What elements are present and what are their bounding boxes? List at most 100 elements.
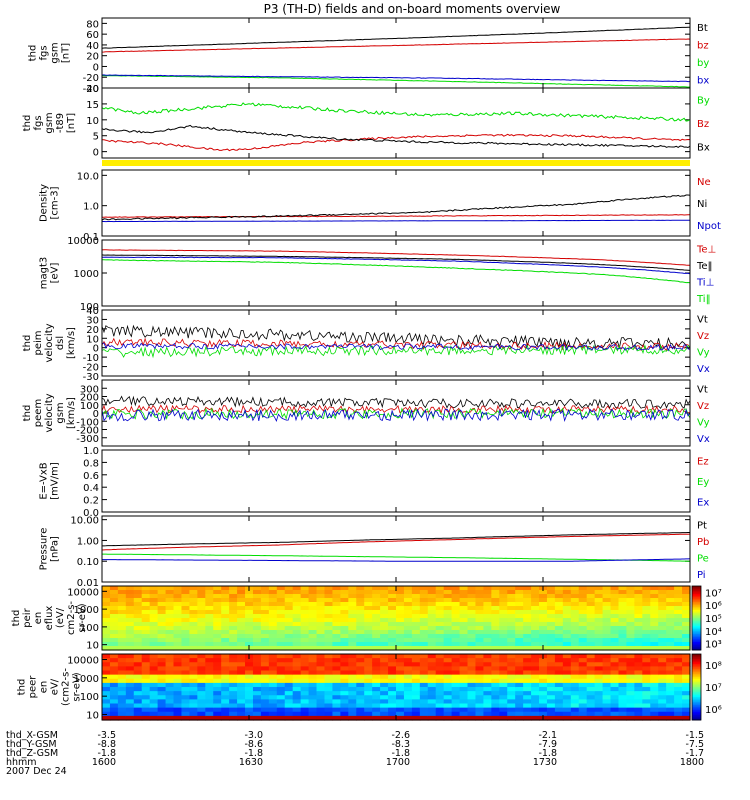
spectrogram-cell <box>475 662 485 667</box>
spectrogram-cell <box>491 666 500 672</box>
spectrogram-cell <box>372 699 381 705</box>
spectrogram-cell <box>507 674 516 680</box>
spectrogram-cell <box>451 654 461 659</box>
spectrogram-cell <box>133 634 143 639</box>
spectrogram-cell <box>372 642 381 647</box>
spectrogram-cell <box>475 614 485 619</box>
spectrogram-cell <box>284 691 294 696</box>
spectrogram-cell <box>388 622 397 627</box>
spectrogram-cell <box>658 666 667 672</box>
spectrogram-cell <box>237 638 246 643</box>
spectrogram-cell <box>364 602 373 607</box>
spectrogram-cell <box>546 598 556 603</box>
spectrogram-cell <box>300 626 310 631</box>
spectrogram-cell <box>125 642 135 647</box>
spectrogram-cell <box>324 703 334 709</box>
spectrogram-cell <box>149 711 159 717</box>
spectrogram-cell <box>252 606 262 611</box>
spectrogram-cell <box>411 590 421 595</box>
spectrogram-cell <box>570 654 580 659</box>
spectrogram-cell <box>666 707 675 713</box>
spectrogram-cell <box>356 662 365 667</box>
spectrogram-cell <box>109 658 119 663</box>
spectrogram-cell <box>237 606 246 611</box>
spectrogram-cell <box>515 670 524 676</box>
spectrogram-cell <box>626 586 635 591</box>
spectrogram-cell <box>213 614 222 619</box>
spectrogram-cell <box>435 670 445 676</box>
y-tick-label: 0.1 <box>83 232 99 243</box>
spectrogram-cell <box>276 658 286 663</box>
colorbar-cell <box>692 643 701 646</box>
spectrogram-cell <box>372 695 381 700</box>
spectrogram-cell <box>435 630 445 635</box>
spectrogram-cell <box>102 682 111 688</box>
footer-value-hhmm: 1800 <box>680 757 704 768</box>
spectrogram-cell <box>102 699 111 705</box>
spectrogram-cell <box>221 642 230 647</box>
spectrogram-cell <box>682 715 691 721</box>
spectrogram-cell <box>650 590 659 595</box>
spectrogram-cell <box>388 682 397 688</box>
spectrogram-cell <box>674 594 683 599</box>
spectrogram-cell <box>658 687 667 692</box>
spectrogram-cell <box>499 602 508 607</box>
spectrogram-cell <box>109 590 119 595</box>
spectrogram-cell <box>499 666 508 672</box>
spectrogram-cell <box>403 638 413 643</box>
spectrogram-cell <box>221 646 230 651</box>
spectrogram-cell <box>451 658 461 663</box>
spectrogram-cell <box>602 590 612 595</box>
spectrogram-cell <box>658 662 667 667</box>
spectrogram-cell <box>324 666 334 672</box>
spectrogram-cell <box>435 674 445 680</box>
spectrogram-cell <box>554 590 564 595</box>
spectrogram-cell <box>221 711 230 717</box>
spectrogram-cell <box>483 687 492 692</box>
spectrogram-cell <box>666 662 675 667</box>
spectrogram-cell <box>221 691 230 696</box>
spectrogram-cell <box>197 626 206 631</box>
spectrogram-cell <box>221 614 230 619</box>
spectrogram-cell <box>133 586 143 591</box>
spectrogram-cell <box>372 610 381 615</box>
spectrogram-cell <box>515 711 524 717</box>
spectrogram-cell <box>125 594 135 599</box>
spectrogram-cell <box>117 707 127 713</box>
spectrogram-cell <box>602 614 612 619</box>
footer-value-y: -8.6 <box>244 739 263 750</box>
spectrogram-cell <box>586 586 596 591</box>
colorbar-cell <box>692 693 701 696</box>
spectrogram-cell <box>443 711 453 717</box>
spectrogram-cell <box>308 614 318 619</box>
spectrogram-cell <box>570 687 580 692</box>
panel-frame <box>101 653 691 721</box>
spectrogram-cell <box>507 715 516 721</box>
spectrogram-cell <box>165 606 175 611</box>
spectrogram-cell <box>292 594 302 599</box>
spectrogram-cell <box>650 646 659 651</box>
spectrogram-cell <box>419 630 429 635</box>
spectrogram-cell <box>229 682 238 688</box>
spectrogram-cell <box>515 626 524 631</box>
spectrogram-cell <box>292 626 302 631</box>
spectrogram-cell <box>682 654 691 659</box>
spectrogram-cell <box>634 687 643 692</box>
spectrogram-cell <box>610 707 620 713</box>
spectrogram-cell <box>213 646 222 651</box>
spectrogram-cell <box>610 699 620 705</box>
spectrogram-cell <box>531 630 540 635</box>
y-tick-label: 300 <box>80 384 99 395</box>
spectrogram-cell <box>642 646 651 651</box>
spectrogram-cell <box>515 674 524 680</box>
spectrogram-cell <box>245 707 254 713</box>
spectrogram-cell <box>451 715 461 721</box>
spectrogram-cell <box>205 594 214 599</box>
spectrogram-cell <box>650 634 659 639</box>
spectrogram-cell <box>403 703 413 709</box>
spectrogram-cell <box>229 678 238 684</box>
spectrogram-cell <box>109 699 119 705</box>
spectrogram-cell <box>499 715 508 721</box>
spectrogram-cell <box>189 707 198 713</box>
spectrogram-cell <box>570 598 580 603</box>
